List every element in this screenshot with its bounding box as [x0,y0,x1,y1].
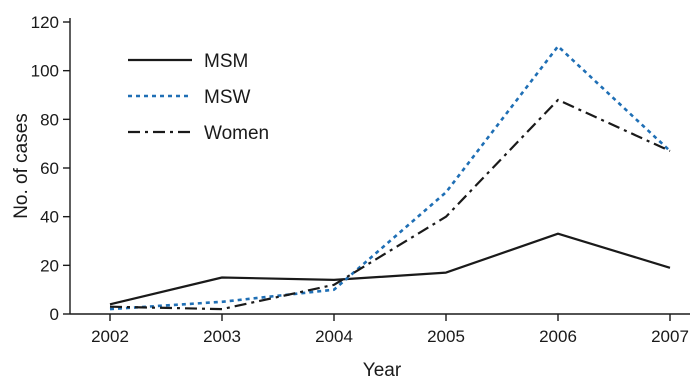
series-line-msw [109,44,671,311]
x-axis-title: Year [363,360,402,381]
x-ticks: 2002 2003 2004 2005 2006 2007 [91,314,689,346]
x-tick-label: 2007 [651,327,689,346]
x-tick-label: 2003 [203,327,241,346]
legend-label-msw: MSW [204,87,251,108]
series-line-women [109,98,671,311]
legend-label-women: Women [204,123,269,144]
x-tick-label: 2006 [539,327,577,346]
y-axis-title: No. of cases [11,113,32,219]
series-lines [109,44,671,311]
axes [69,18,690,315]
y-tick-label: 80 [40,110,59,129]
y-tick-label: 20 [40,256,59,275]
legend: MSM MSW Women [128,51,269,144]
y-tick-label: 100 [31,62,59,81]
x-tick-label: 2002 [91,327,129,346]
y-ticks: 0 20 40 60 80 100 120 [31,13,70,324]
y-tick-label: 40 [40,208,59,227]
y-tick-label: 120 [31,13,59,32]
series-line-msm [109,232,671,306]
x-tick-label: 2005 [427,327,465,346]
y-tick-label: 60 [40,159,59,178]
legend-label-msm: MSM [204,51,248,72]
y-tick-label: 0 [50,305,59,324]
x-tick-label: 2004 [315,327,353,346]
